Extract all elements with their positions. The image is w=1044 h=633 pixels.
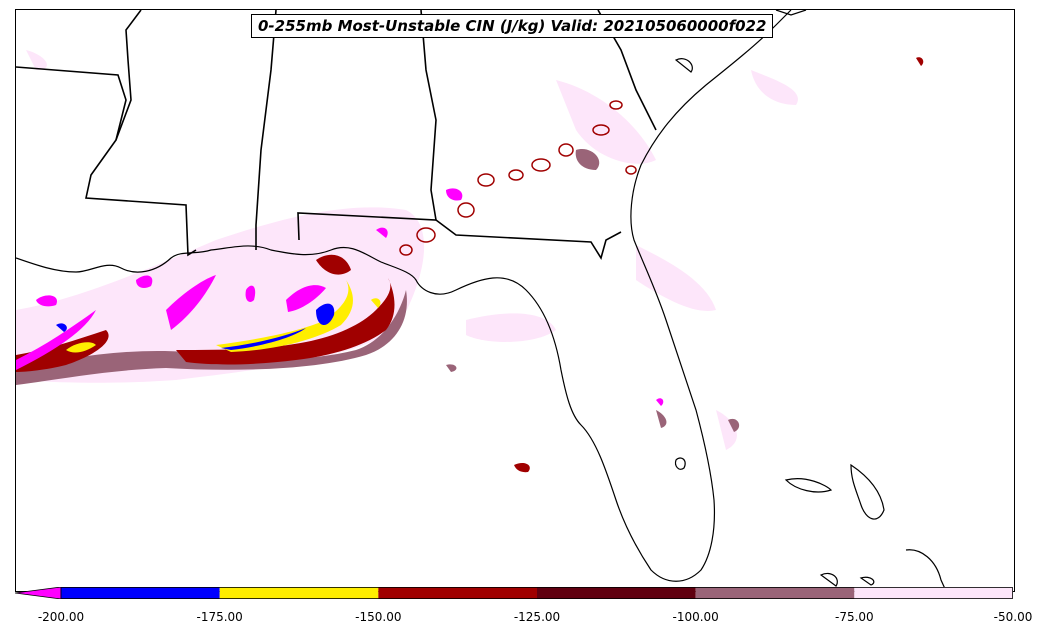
colorbar xyxy=(15,587,1013,599)
colorbar-bin xyxy=(61,587,220,599)
colorbar-tick-label: -50.00 xyxy=(993,610,1033,624)
colorbar-tick-label: -175.00 xyxy=(196,610,243,624)
colorbar-tick-label: -100.00 xyxy=(672,610,719,624)
cin-magenta-areas xyxy=(16,188,664,406)
colorbar-tick-label: -200.00 xyxy=(37,610,85,624)
colorbar-border xyxy=(60,587,1013,599)
colorbar-bin xyxy=(378,587,537,599)
colorbar-bin xyxy=(219,587,379,599)
cin-darkred-areas xyxy=(16,57,924,473)
state-borders xyxy=(16,10,657,260)
cin-blue-areas xyxy=(56,303,335,350)
colorbar-tick-label: -75.00 xyxy=(834,610,874,624)
map-canvas xyxy=(16,10,947,591)
cin-scattered-cells xyxy=(399,100,637,256)
coastline xyxy=(16,10,947,591)
cin-mauve-areas xyxy=(16,149,740,432)
cin-yellow-areas xyxy=(66,280,381,353)
map-frame: 0-255mb Most-Unstable CIN (J/kg) Valid: … xyxy=(15,9,1015,592)
colorbar-tick-label: -150.00 xyxy=(355,610,402,624)
map-title: 0-255mb Most-Unstable CIN (J/kg) Valid: … xyxy=(251,14,774,38)
colorbar-extend-triangle xyxy=(15,587,62,599)
colorbar-bin xyxy=(695,587,855,599)
cin-light-pink-areas xyxy=(16,50,798,450)
colorbar-bin xyxy=(537,587,696,599)
colorbar-tick-label: -125.00 xyxy=(513,610,561,624)
colorbar-bin xyxy=(854,587,1013,599)
